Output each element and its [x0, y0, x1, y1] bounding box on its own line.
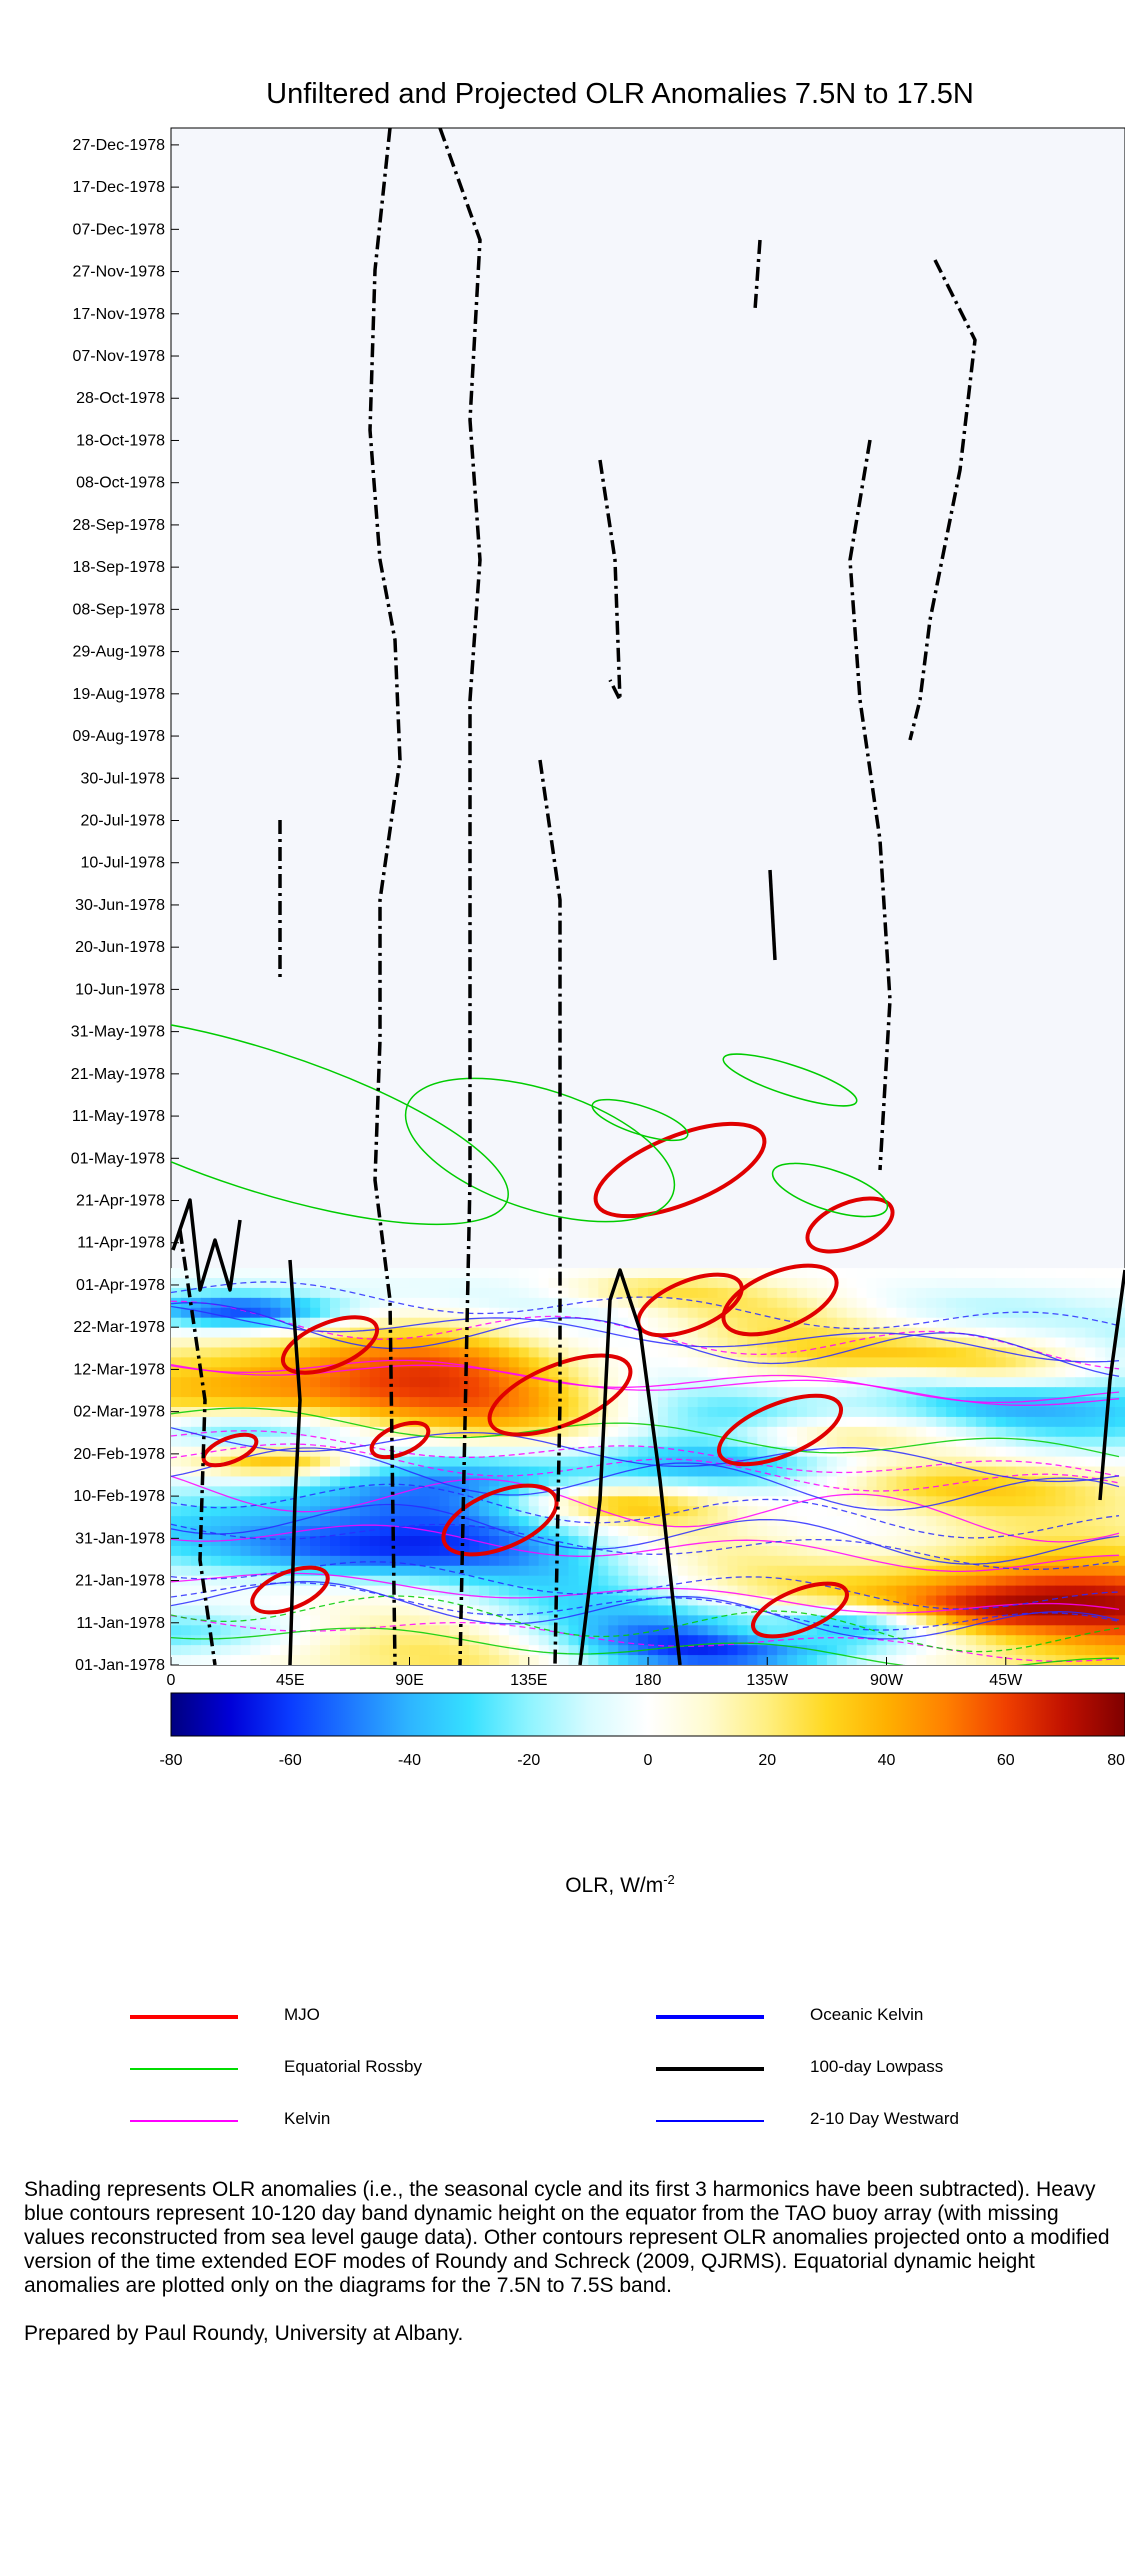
legend-item: Kelvin: [130, 2107, 510, 2137]
y-tick-label: 01-May-1978: [71, 1150, 165, 1167]
y-tick-label: 10-Jul-1978: [81, 855, 166, 872]
legend-label: MJO: [284, 2005, 320, 2024]
legend-label: Equatorial Rossby: [284, 2057, 422, 2076]
y-tick-label: 20-Jul-1978: [81, 812, 166, 829]
x-axis: 0 45E 90E 135E 180 135W 90W 45W: [167, 1657, 1023, 1689]
legend-label: Kelvin: [284, 2109, 331, 2128]
chart-title: Unfiltered and Projected OLR Anomalies 7…: [266, 78, 974, 110]
y-tick-label: 07-Dec-1978: [73, 221, 166, 238]
legend-swatch: [130, 2120, 238, 2122]
y-tick-label: 21-May-1978: [71, 1066, 165, 1083]
y-axis: 01-Jan-1978 11-Jan-1978 21-Jan-1978 31-Jan-…: [71, 137, 179, 1674]
projected-contours: [171, 128, 1125, 1665]
x-tick-label: 0: [167, 1672, 176, 1689]
y-tick-label: 01-Apr-1978: [76, 1277, 165, 1294]
y-tick-label: 01-Jan-1978: [75, 1657, 165, 1674]
legend-swatch: [130, 2068, 238, 2070]
y-tick-label: 30-Jul-1978: [81, 770, 166, 787]
colorbar-tick-label: 80: [1107, 1752, 1125, 1769]
colorbar-tick-label: 60: [997, 1752, 1015, 1769]
x-tick-label: 45W: [989, 1672, 1023, 1689]
caption-credit: Prepared by Paul Roundy, University at A…: [24, 2322, 464, 2345]
y-tick-label: 10-Feb-1978: [73, 1488, 165, 1505]
y-tick-label: 21-Jan-1978: [75, 1573, 165, 1590]
y-tick-label: 27-Nov-1978: [73, 264, 166, 281]
y-tick-label: 22-Mar-1978: [73, 1319, 165, 1336]
x-tick-label: 90E: [395, 1672, 423, 1689]
y-tick-label: 28-Oct-1978: [76, 390, 165, 407]
legend-item: Oceanic Kelvin: [656, 2003, 1036, 2033]
y-tick-label: 31-May-1978: [71, 1024, 165, 1041]
colorbar: -80 -60 -40 -20 0 20 40 60 80: [159, 1692, 1125, 1769]
y-tick-label: 17-Nov-1978: [73, 306, 166, 323]
y-tick-label: 11-Jan-1978: [76, 1615, 165, 1632]
y-tick-label: 20-Jun-1978: [75, 939, 165, 956]
legend-swatch: [656, 2015, 764, 2019]
x-tick-label: 180: [635, 1672, 662, 1689]
colorbar-tick-label: -80: [159, 1752, 182, 1769]
y-tick-label: 11-May-1978: [72, 1108, 165, 1125]
colorbar-bar: [170, 1692, 1125, 1737]
colorbar-tick-label: 0: [644, 1752, 653, 1769]
legend-label: 2-10 Day Westward: [810, 2109, 959, 2128]
colorbar-tick-label: 20: [758, 1752, 776, 1769]
legend-item: 100-day Lowpass: [656, 2055, 1036, 2085]
hovmoller-chart: 01-Jan-1978 11-Jan-1978 21-Jan-1978 31-Jan-…: [71, 127, 1125, 1769]
legend-label: 100-day Lowpass: [810, 2057, 944, 2076]
caption: Shading represents OLR anomalies (i.e., …: [24, 2178, 1114, 2370]
legend-item: Equatorial Rossby: [130, 2055, 510, 2085]
y-tick-label: 17-Dec-1978: [73, 179, 166, 196]
y-tick-label: 29-Aug-1978: [72, 644, 165, 661]
y-tick-label: 12-Mar-1978: [73, 1361, 165, 1378]
legend-swatch: [656, 2120, 764, 2122]
legend-label: Oceanic Kelvin: [810, 2005, 924, 2024]
legend-swatch: [656, 2067, 764, 2071]
colorbar-label: OLR, W/m: [565, 1874, 664, 1897]
colorbar-tick-label: -60: [279, 1752, 302, 1769]
y-tick-label: 30-Jun-1978: [75, 897, 165, 914]
y-tick-label: 09-Aug-1978: [72, 728, 165, 745]
caption-paragraph: Shading represents OLR anomalies (i.e., …: [24, 2178, 1110, 2297]
y-tick-label: 10-Jun-1978: [75, 981, 165, 998]
colorbar-label-exponent: -2: [663, 1872, 675, 1887]
legend-swatch: [130, 2015, 238, 2019]
y-tick-label: 28-Sep-1978: [72, 517, 165, 534]
y-tick-label: 21-Apr-1978: [76, 1193, 165, 1210]
colorbar-tick-label: 40: [878, 1752, 896, 1769]
legend-item: 2-10 Day Westward: [656, 2107, 1036, 2137]
x-tick-label: 135W: [746, 1672, 789, 1689]
colorbar-title: OLR, W/m-2: [520, 1872, 720, 1898]
y-tick-label: 11-Apr-1978: [77, 1235, 165, 1252]
y-tick-label: 19-Aug-1978: [72, 686, 165, 703]
y-tick-label: 18-Oct-1978: [76, 432, 165, 449]
legend-item: MJO: [130, 2003, 510, 2033]
y-tick-label: 27-Dec-1978: [73, 137, 166, 154]
y-tick-label: 31-Jan-1978: [75, 1530, 165, 1547]
x-tick-label: 135E: [510, 1672, 547, 1689]
y-tick-label: 20-Feb-1978: [73, 1446, 165, 1463]
colorbar-tick-label: -40: [398, 1752, 421, 1769]
y-tick-label: 02-Mar-1978: [73, 1404, 165, 1421]
y-tick-label: 08-Sep-1978: [72, 601, 165, 618]
x-tick-label: 90W: [870, 1672, 904, 1689]
y-tick-label: 18-Sep-1978: [72, 559, 165, 576]
x-tick-label: 45E: [276, 1672, 304, 1689]
colorbar-tick-label: -20: [517, 1752, 540, 1769]
y-tick-label: 07-Nov-1978: [73, 348, 166, 365]
y-tick-label: 08-Oct-1978: [76, 475, 165, 492]
